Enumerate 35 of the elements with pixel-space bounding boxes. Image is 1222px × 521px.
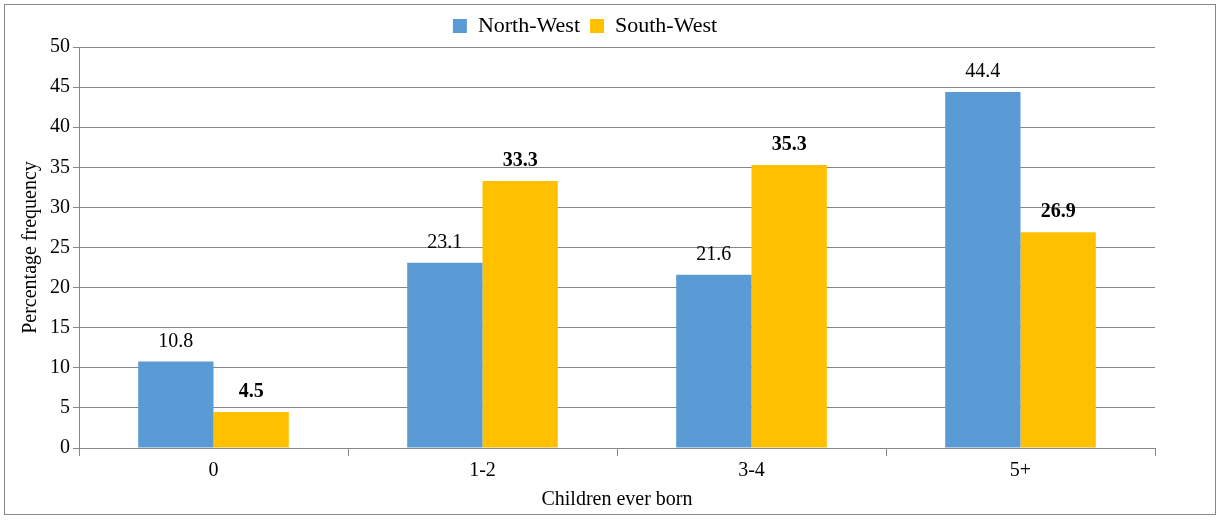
x-tick-label: 5+ (1009, 458, 1032, 481)
y-tick-label: 15 (50, 314, 70, 337)
data-label: 26.9 (1040, 199, 1076, 222)
bar (751, 164, 827, 448)
y-tick-label: 40 (50, 114, 70, 137)
data-label: 33.3 (502, 148, 538, 171)
y-tick-label: 50 (50, 34, 70, 57)
y-tick-label: 30 (50, 194, 70, 217)
y-tick-label: 20 (50, 274, 70, 297)
y-axis-title: Percentage frequency (18, 161, 42, 334)
x-tick-label: 0 (208, 458, 219, 481)
bar (1020, 232, 1096, 448)
bar (945, 91, 1021, 448)
y-tick-label: 35 (50, 154, 70, 177)
y-tick-label: 0 (60, 435, 70, 458)
data-label: 10.8 (158, 328, 194, 351)
bar (482, 180, 558, 448)
y-tick-label: 25 (50, 234, 70, 257)
bar (676, 274, 752, 448)
y-tick-label: 10 (50, 355, 70, 378)
x-tick-label: 1-2 (469, 458, 496, 481)
data-label: 4.5 (238, 379, 264, 402)
bar (213, 411, 289, 448)
data-label: 35.3 (771, 132, 807, 155)
data-label: 44.4 (965, 59, 1001, 82)
legend-label: South-West (614, 11, 718, 37)
data-label: 23.1 (427, 229, 463, 252)
y-tick-label: 45 (50, 74, 70, 97)
data-label: 21.6 (696, 242, 732, 265)
legend-label: North-West (477, 11, 580, 37)
bar (407, 262, 483, 448)
y-tick-label: 5 (60, 395, 70, 418)
bar (138, 361, 214, 448)
x-tick-label: 3-4 (738, 458, 765, 481)
x-axis-title: Children ever born (541, 487, 693, 510)
